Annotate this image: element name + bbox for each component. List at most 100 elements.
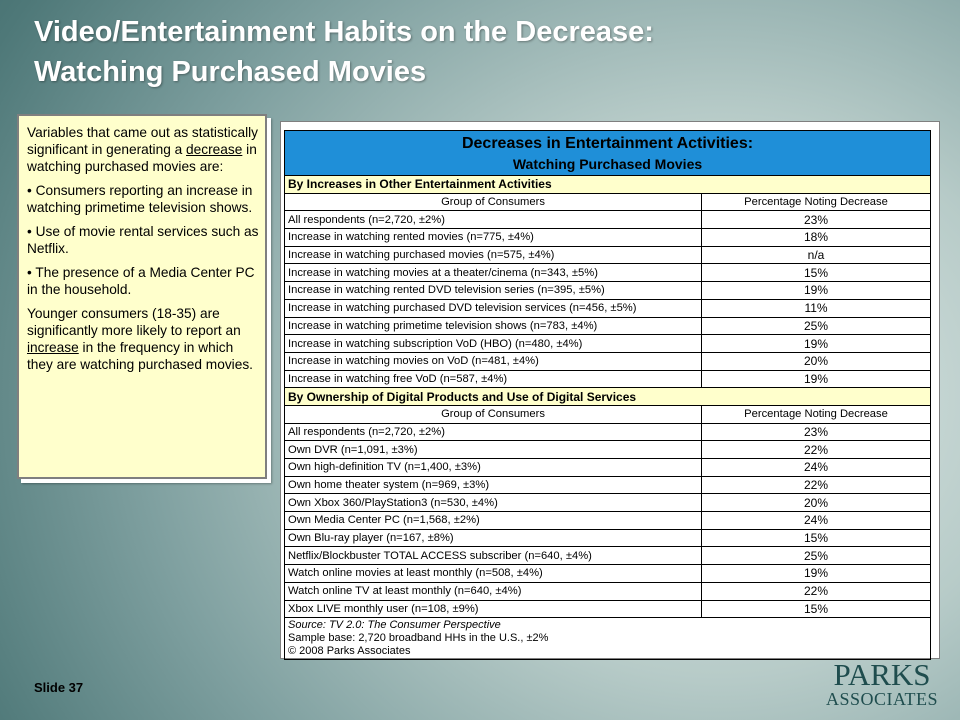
logo-line2: ASSOCIATES	[826, 689, 939, 709]
note-bullet: • The presence of a Media Center PC in t…	[27, 265, 255, 297]
table-row: Increase in watching primetime televisio…	[284, 316, 932, 336]
percentage-cell: 23%	[700, 210, 932, 230]
table-row: Own Blu-ray player (n=167, ±8%) 15%	[284, 528, 932, 548]
note-closing: Younger consumers (18-35) are significan…	[27, 305, 259, 373]
table-row: Increase in watching purchased DVD telev…	[284, 298, 932, 318]
section-heading-row: By Ownership of Digital Products and Use…	[283, 387, 932, 406]
percentage-cell: 11%	[700, 298, 932, 318]
group-cell: Own home theater system (n=969, ±3%)	[284, 475, 702, 495]
group-cell: Own Xbox 360/PlayStation3 (n=530, ±4%)	[284, 493, 702, 513]
group-cell: Own DVR (n=1,091, ±3%)	[284, 440, 702, 459]
table-row: Own Xbox 360/PlayStation3 (n=530, ±4%) 20…	[284, 493, 932, 513]
note-intro-text: Variables that came out as statistically…	[27, 125, 259, 157]
group-cell: Xbox LIVE monthly user (n=108, ±9%)	[284, 599, 702, 619]
footer-row: Source: TV 2.0: The Consumer Perspective…	[283, 617, 932, 661]
table-row: Increase in watching free VoD (n=587, ±4…	[284, 369, 932, 389]
group-cell: Increase in watching primetime televisio…	[284, 316, 702, 336]
table-container: Decreases in Entertainment Activities: W…	[283, 130, 932, 661]
source-note: Source: TV 2.0: The Consumer Perspective	[288, 619, 501, 632]
note-intro-underlined: decrease	[186, 142, 243, 157]
group-cell: Increase in watching movies on VoD (n=48…	[284, 351, 702, 371]
table-title-row: Decreases in Entertainment Activities: W…	[283, 130, 932, 176]
percentage-cell: 15%	[700, 599, 932, 619]
parks-associates-logo: PARKS ASSOCIATES	[826, 657, 939, 709]
table-row: Own home theater system (n=969, ±3%) 22%	[284, 475, 932, 495]
percentage-cell: 20%	[700, 493, 932, 513]
section-heading-row: By Increases in Other Entertainment Acti…	[283, 175, 932, 194]
table-footer: Source: TV 2.0: The Consumer Perspective…	[283, 617, 932, 661]
group-cell: All respondents (n=2,720, ±2%)	[284, 422, 702, 442]
percentage-cell: 24%	[700, 511, 932, 530]
logo-line1: PARKS	[833, 657, 931, 692]
copyright-note: © 2008 Parks Associates	[288, 645, 411, 658]
percentage-cell: 19%	[700, 369, 932, 389]
slide-title: Video/Entertainment Habits on the Decrea…	[34, 12, 934, 92]
group-cell: Watch online movies at least monthly (n=…	[284, 564, 702, 583]
percentage-cell: 19%	[700, 564, 932, 583]
slide-number: Slide 37	[34, 680, 84, 695]
column-header-group: Group of Consumers	[284, 404, 702, 424]
table-row: Increase in watching rented movies (n=77…	[284, 228, 932, 247]
percentage-cell: 25%	[700, 316, 932, 336]
table-title-line2: Watching Purchased Movies	[512, 156, 703, 172]
table-title-line1: Decreases in Entertainment Activities:	[461, 135, 754, 152]
group-cell: Increase in watching rented movies (n=77…	[284, 228, 702, 247]
table-row: Netflix/Blockbuster TOTAL ACCESS subscri…	[284, 546, 932, 566]
percentage-cell: 15%	[700, 528, 932, 548]
percentage-cell: n/a	[700, 245, 932, 265]
column-header-row: Group of Consumers Percentage Noting Decr…	[284, 192, 932, 212]
group-cell: Own Blu-ray player (n=167, ±8%)	[284, 528, 702, 548]
group-cell: Own high-definition TV (n=1,400, ±3%)	[284, 458, 702, 477]
table-row: Watch online TV at least monthly (n=640,…	[284, 581, 932, 601]
slide-title-line1: Video/Entertainment Habits on the Decrea…	[34, 16, 654, 48]
table-row: Increase in watching subscription VoD (H…	[284, 334, 932, 353]
percentage-cell: 22%	[700, 475, 932, 495]
section-heading: By Increases in Other Entertainment Acti…	[283, 175, 932, 194]
note-closing-underlined: increase	[27, 340, 79, 355]
table-row: Watch online movies at least monthly (n=…	[284, 564, 932, 583]
percentage-cell: 20%	[700, 351, 932, 371]
column-header-percentage: Percentage Noting Decrease	[700, 192, 932, 212]
percentage-cell: 23%	[700, 422, 932, 442]
group-cell: Own Media Center PC (n=1,568, ±2%)	[284, 511, 702, 530]
column-header-row: Group of Consumers Percentage Noting Decr…	[284, 404, 932, 424]
note-closing-text-end: in the frequency in which they are watch…	[27, 340, 253, 372]
table-panel: Decreases in Entertainment Activities: W…	[280, 121, 940, 661]
group-cell: Netflix/Blockbuster TOTAL ACCESS subscri…	[284, 546, 702, 566]
table-row: Own high-definition TV (n=1,400, ±3%) 24%	[284, 458, 932, 477]
note-closing-text: Younger consumers (18-35) are significan…	[27, 306, 241, 338]
table-row: Own DVR (n=1,091, ±3%) 22%	[284, 440, 932, 459]
table-row: Increase in watching rented DVD televisi…	[284, 281, 932, 300]
percentage-cell: 19%	[700, 281, 932, 300]
group-cell: Increase in watching purchased DVD telev…	[284, 298, 702, 318]
slide-title-line2: Watching Purchased Movies	[34, 56, 427, 88]
table-row: All respondents (n=2,720, ±2%) 23%	[284, 210, 932, 230]
percentage-cell: 22%	[700, 581, 932, 601]
percentage-cell: 19%	[700, 334, 932, 353]
group-cell: Increase in watching rented DVD televisi…	[284, 281, 702, 300]
table-row: Increase in watching purchased movies (n…	[284, 245, 932, 265]
note-bullet: • Use of movie rental services such as N…	[27, 224, 259, 256]
table-row: Own Media Center PC (n=1,568, ±2%) 24%	[284, 511, 932, 530]
table-title: Decreases in Entertainment Activities: W…	[283, 130, 932, 176]
note-intro-text-end: in watching purchased movies are:	[27, 142, 257, 174]
percentage-cell: 15%	[700, 263, 932, 283]
group-cell: Increase in watching movies at a theater…	[284, 263, 702, 283]
group-cell: Increase in watching purchased movies (n…	[284, 245, 702, 265]
note-intro: Variables that came out as statistically…	[27, 124, 259, 175]
sample-note: Sample base: 2,720 broadband HHs in the …	[288, 632, 549, 645]
column-header-group: Group of Consumers	[284, 192, 702, 212]
percentage-cell: 24%	[700, 458, 932, 477]
table-row: All respondents (n=2,720, ±2%) 23%	[284, 422, 932, 442]
group-cell: Watch online TV at least monthly (n=640,…	[284, 581, 702, 601]
group-cell: All respondents (n=2,720, ±2%)	[284, 210, 702, 230]
group-cell: Increase in watching free VoD (n=587, ±4…	[284, 369, 702, 389]
percentage-cell: 22%	[700, 440, 932, 459]
table-row: Xbox LIVE monthly user (n=108, ±9%) 15%	[284, 599, 932, 619]
findings-note: Variables that came out as statistically…	[17, 114, 267, 479]
note-bullet: • Consumers reporting an increase in wat…	[27, 183, 253, 215]
section-heading: By Ownership of Digital Products and Use…	[283, 387, 932, 406]
decreases-table: Decreases in Entertainment Activities: W…	[283, 130, 932, 661]
percentage-cell: 25%	[700, 546, 932, 566]
table-row: Increase in watching movies at a theater…	[284, 263, 932, 283]
